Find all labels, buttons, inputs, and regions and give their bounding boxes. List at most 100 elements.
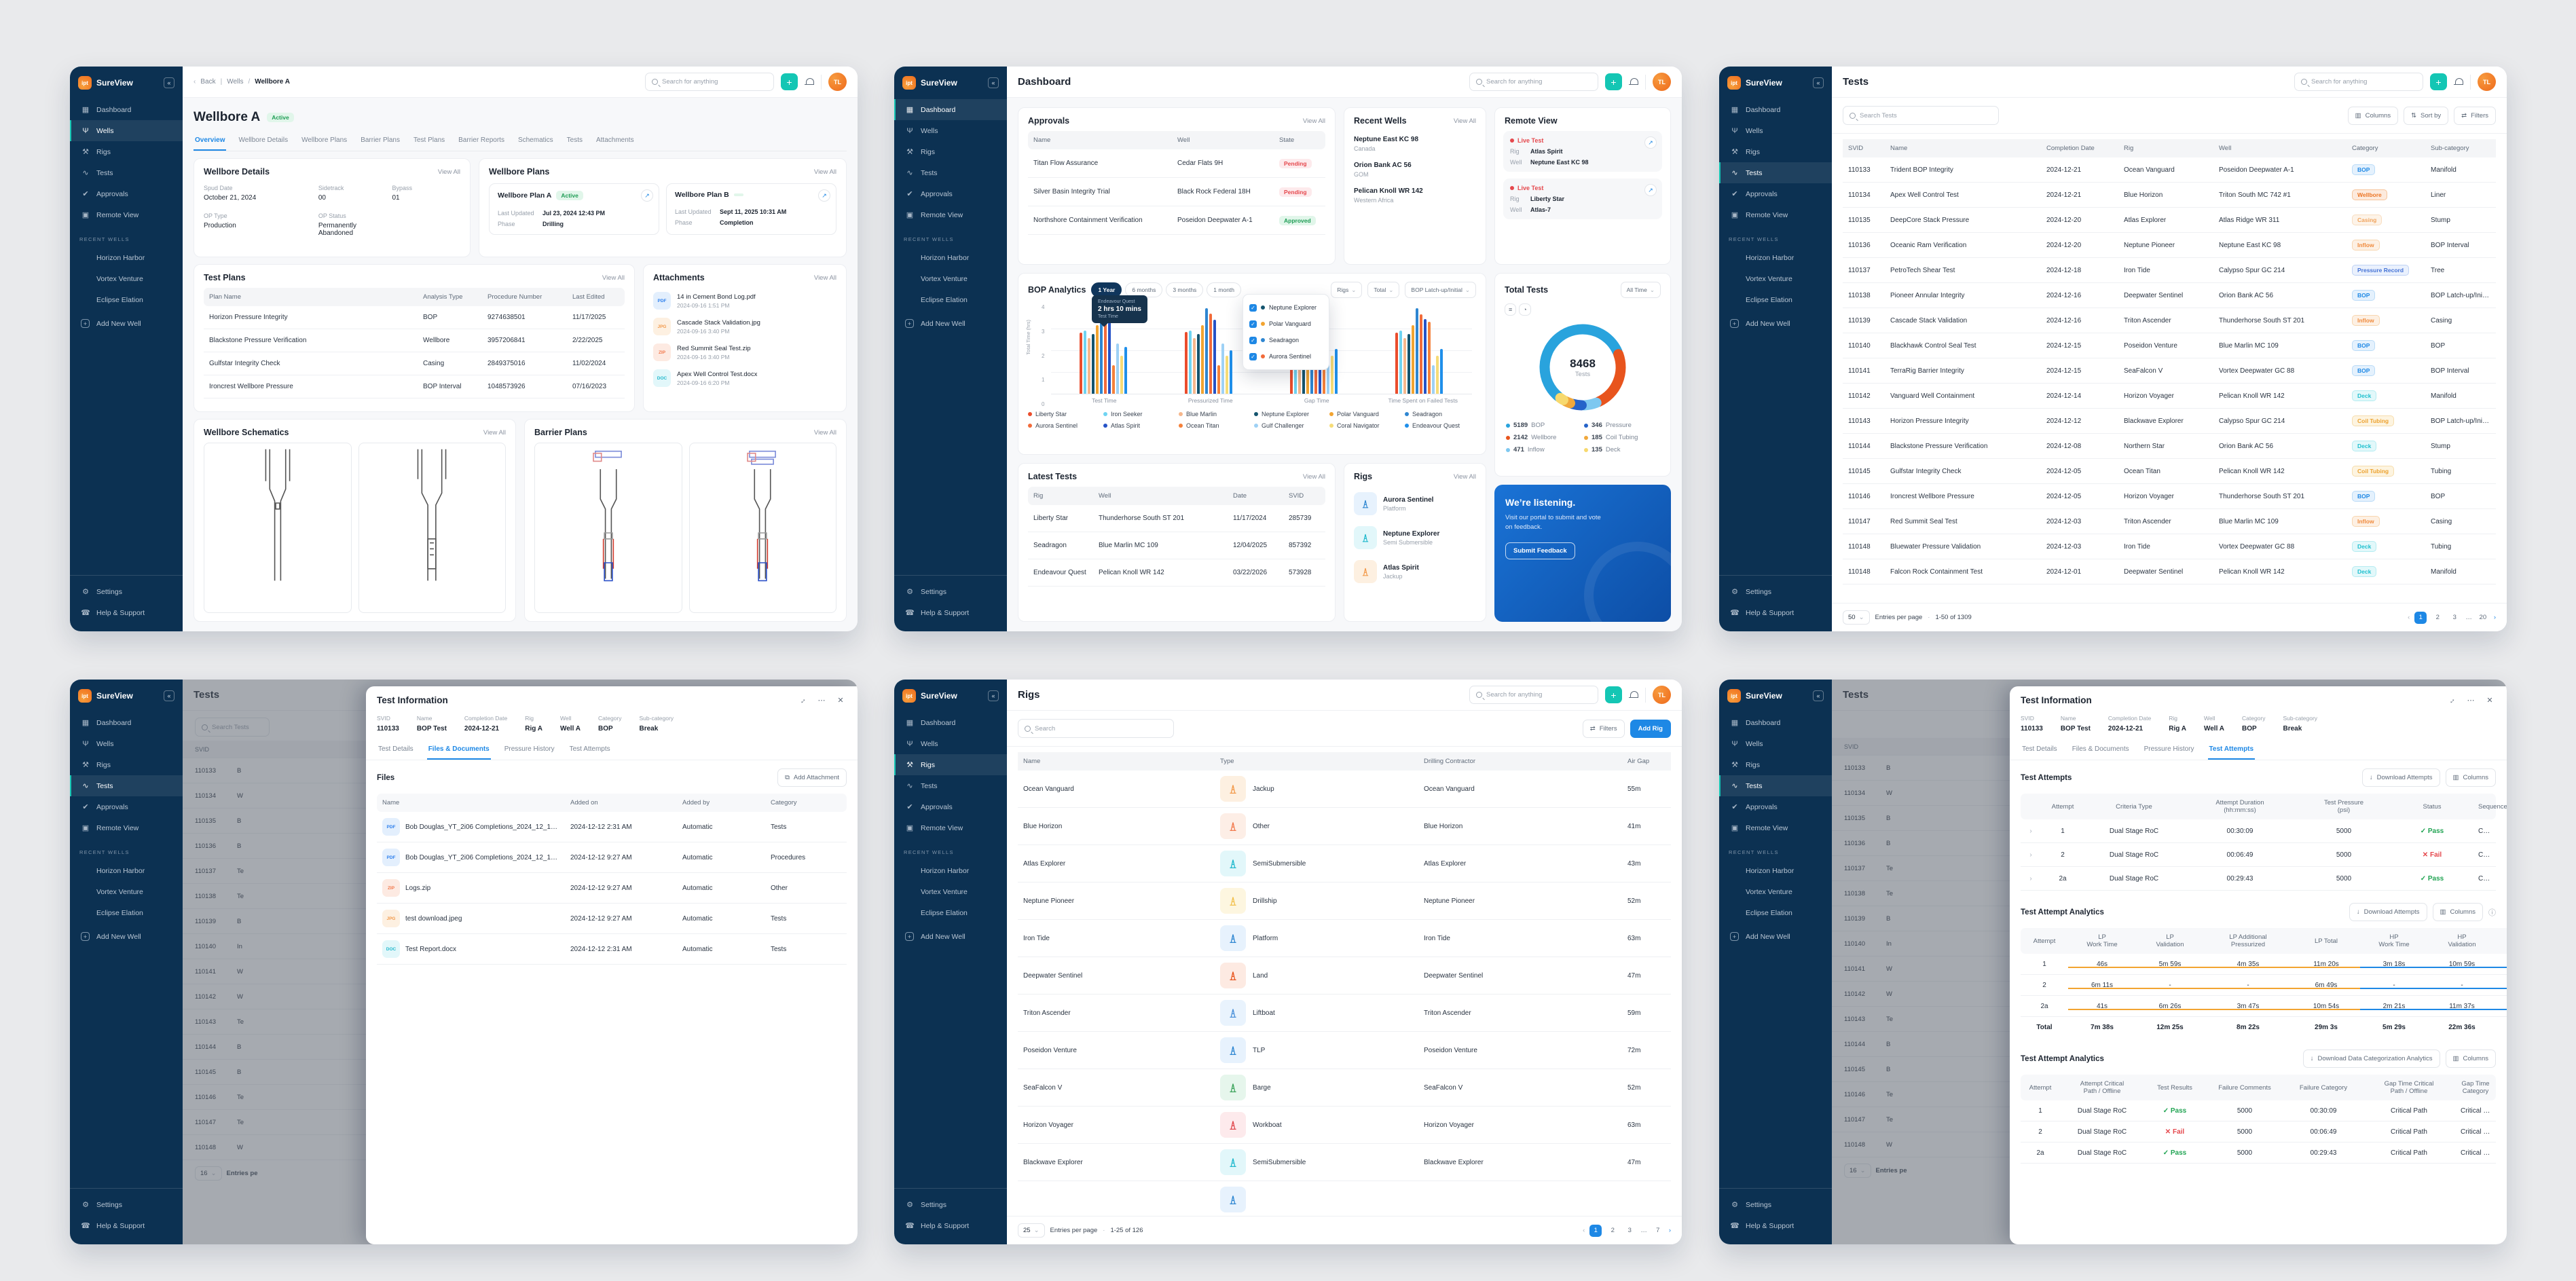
sidebar-recent-well[interactable]: Horizon Harbor	[1719, 860, 1832, 881]
add-new-well-button[interactable]: + Add New Well	[1719, 313, 1832, 334]
time-filter-dropdown[interactable]: All Time ⌄	[1620, 282, 1661, 298]
bar[interactable]	[1124, 346, 1127, 394]
file-row[interactable]: PDF Bob Douglas_YT_2i06 Completions_2024…	[377, 812, 847, 842]
close-icon[interactable]: ✕	[837, 697, 844, 705]
checkbox-checked[interactable]: ✓	[1249, 303, 1257, 312]
sidebar-nav-item[interactable]: ∿ Tests	[1719, 162, 1832, 183]
test-row[interactable]: 110137 PetroTech Shear Test 2024-12-18 Iro…	[1843, 258, 2496, 283]
bar[interactable]	[1334, 349, 1338, 394]
test-plan-row[interactable]: Horizon Pressure Integrity BOP 9274638501 1…	[204, 306, 625, 329]
test-row[interactable]: 110138 Pioneer Annular Integrity 2024-12-1…	[1843, 283, 2496, 308]
user-avatar[interactable]: TL	[828, 73, 847, 91]
dropdown-option[interactable]: ✓ Seadragon	[1249, 332, 1323, 348]
sidebar-nav-item[interactable]: ✔ Approvals	[70, 183, 183, 204]
sidebar-recent-well[interactable]: Vortex Venture	[894, 268, 1007, 289]
bar[interactable]	[1184, 331, 1188, 394]
expand-row-icon[interactable]: ›	[2029, 851, 2032, 859]
bar[interactable]	[1225, 356, 1228, 394]
checkbox-checked[interactable]: ✓	[1249, 336, 1257, 344]
notifications-bell-icon[interactable]	[1629, 77, 1638, 87]
recent-well-row[interactable]: Orion Bank AC 56 GOM	[1354, 162, 1412, 178]
view-all-link[interactable]: View All	[1302, 472, 1325, 481]
help-support-button[interactable]: ☎ Help & Support	[81, 608, 145, 618]
sidebar-nav-item[interactable]: ✔ Approvals	[1719, 183, 1832, 204]
schematic-thumbnail[interactable]	[358, 443, 506, 613]
sidebar-recent-well[interactable]: Vortex Venture	[1719, 268, 1832, 289]
sidebar-nav-item[interactable]: ∿ Tests	[894, 775, 1007, 796]
sidebar-nav-item[interactable]: ⚒ Rigs	[1719, 754, 1832, 775]
bar[interactable]	[1213, 320, 1216, 394]
test-row[interactable]: 110139 Cascade Stack Validation 2024-12-16…	[1843, 308, 2496, 333]
bar[interactable]	[1107, 320, 1111, 394]
submit-feedback-button[interactable]: Submit Feedback	[1505, 542, 1575, 559]
add-rig-button[interactable]: Add Rig	[1630, 719, 1671, 738]
bar[interactable]	[1209, 313, 1212, 394]
rig-summary-row[interactable]: Neptune Explorer Semi Submersible	[1344, 521, 1486, 555]
donut-legend-item[interactable]: 185 Coil Tubing	[1584, 434, 1659, 441]
open-link-icon[interactable]: ↗	[1644, 136, 1657, 149]
sidebar-nav-item[interactable]: ✔ Approvals	[894, 183, 1007, 204]
view-all-link[interactable]: View All	[602, 274, 625, 282]
attachment-item[interactable]: JPG Cascade Stack Validation.jpg 2024-09…	[644, 314, 846, 339]
range-pill[interactable]: 3 months	[1166, 282, 1204, 297]
test-row[interactable]: 110141 TerraRig Barrier Integrity 2024-12-…	[1843, 358, 2496, 384]
prev-page-icon[interactable]: ‹	[1583, 1227, 1585, 1234]
download-attempts-button[interactable]: ↓ Download Attempts	[2349, 903, 2427, 921]
attempt-row[interactable]: › 2 Dual Stage RoC 00:06:49 5000 ✕ Fail Cri…	[2021, 843, 2496, 867]
open-link-icon[interactable]: ↗	[1644, 184, 1657, 196]
approval-row[interactable]: Titan Flow Assurance Cedar Flats 9H Pendi…	[1028, 149, 1325, 178]
dropdown-option[interactable]: ✓ Polar Vanguard	[1249, 316, 1323, 332]
create-new-button[interactable]: +	[781, 73, 798, 90]
tab[interactable]: Tests	[566, 136, 583, 144]
sidebar-recent-well[interactable]: Eclipse Elation	[70, 902, 183, 923]
bar[interactable]	[1435, 356, 1439, 394]
sidebar-nav-item[interactable]: ∿ Tests	[1719, 775, 1832, 796]
add-new-well-button[interactable]: + Add New Well	[70, 313, 183, 334]
per-page-select[interactable]: 50 ⌄	[1843, 610, 1870, 625]
sidebar-nav-item[interactable]: ▣ Remote View	[894, 204, 1007, 225]
view-all-link[interactable]: View All	[437, 168, 460, 176]
back-chevron-icon[interactable]: ‹	[194, 78, 196, 86]
bar[interactable]	[1087, 338, 1090, 394]
tests-search-input[interactable]: Search Tests	[1843, 106, 1999, 125]
notifications-bell-icon[interactable]	[1629, 690, 1638, 700]
view-all-link[interactable]: View All	[1302, 117, 1325, 125]
donut-slice-bop[interactable]	[1539, 324, 1623, 402]
drawer-tab[interactable]: Test Attempts	[2207, 741, 2256, 760]
sidebar-recent-well[interactable]: Vortex Venture	[894, 881, 1007, 902]
rig-row[interactable]: Triton Ascender Liftboat Triton Ascender…	[1018, 995, 1671, 1032]
rig-row[interactable]: Deepwater Sentinel Land Deepwater Sentin…	[1018, 957, 1671, 995]
open-link-icon[interactable]: ↗	[641, 189, 653, 202]
legend-item[interactable]: Polar Vanguard	[1329, 411, 1401, 417]
bar[interactable]	[1439, 349, 1443, 394]
sort-button[interactable]: ⇅ Sort by	[2404, 106, 2449, 125]
bar[interactable]	[1415, 308, 1418, 394]
test-row[interactable]: 110143 Horizon Pressure Integrity 2024-12-…	[1843, 409, 2496, 434]
sidebar-nav-item[interactable]: ▣ Remote View	[1719, 817, 1832, 838]
sidebar-collapse-button[interactable]: «	[1813, 690, 1824, 701]
bar[interactable]	[1322, 365, 1325, 394]
tab[interactable]: Test Plans	[413, 136, 445, 144]
bar[interactable]	[1196, 334, 1200, 394]
next-page-icon[interactable]: ›	[2493, 614, 2496, 621]
latest-test-row[interactable]: Endeavour Quest Pelican Knoll WR 142 03/22…	[1028, 559, 1325, 587]
legend-item[interactable]: Iron Seeker	[1103, 411, 1175, 417]
sidebar-nav-item[interactable]: ▣ Remote View	[70, 817, 183, 838]
donut-legend-item[interactable]: 5189 BOP	[1506, 422, 1581, 429]
sidebar-nav-item[interactable]: ∿ Tests	[70, 162, 183, 183]
rig-row[interactable]: Neptune Pioneer Drillship Neptune Pionee…	[1018, 883, 1671, 920]
attempt-row[interactable]: › 2a Dual Stage RoC 00:29:43 5000 ✓ Pass Cr…	[2021, 867, 2496, 891]
test-row[interactable]: 110133 Trident BOP Integrity 2024-12-21 Oc…	[1843, 157, 2496, 183]
sidebar-recent-well[interactable]: Horizon Harbor	[70, 860, 183, 881]
global-search-input[interactable]: Search for anything	[1469, 686, 1598, 704]
global-search-input[interactable]: Search for anything	[2294, 73, 2423, 91]
wellbore-plan-item[interactable]: Wellbore Plan B ↗ Last Updated Sept 11, 2…	[666, 183, 836, 235]
test-row[interactable]: 110144 Blackstone Pressure Verification 20…	[1843, 434, 2496, 459]
sidebar-nav-item[interactable]: ⚒ Rigs	[894, 754, 1007, 775]
help-support-button[interactable]: ☎ Help & Support	[1730, 1221, 1795, 1231]
next-page-icon[interactable]: ›	[1668, 1227, 1671, 1234]
drawer-tab[interactable]: Files & Documents	[2072, 745, 2129, 753]
sidebar-recent-well[interactable]: Horizon Harbor	[70, 247, 183, 268]
sidebar-recent-well[interactable]: Horizon Harbor	[894, 247, 1007, 268]
info-icon[interactable]: ⓘ	[2488, 908, 2496, 917]
